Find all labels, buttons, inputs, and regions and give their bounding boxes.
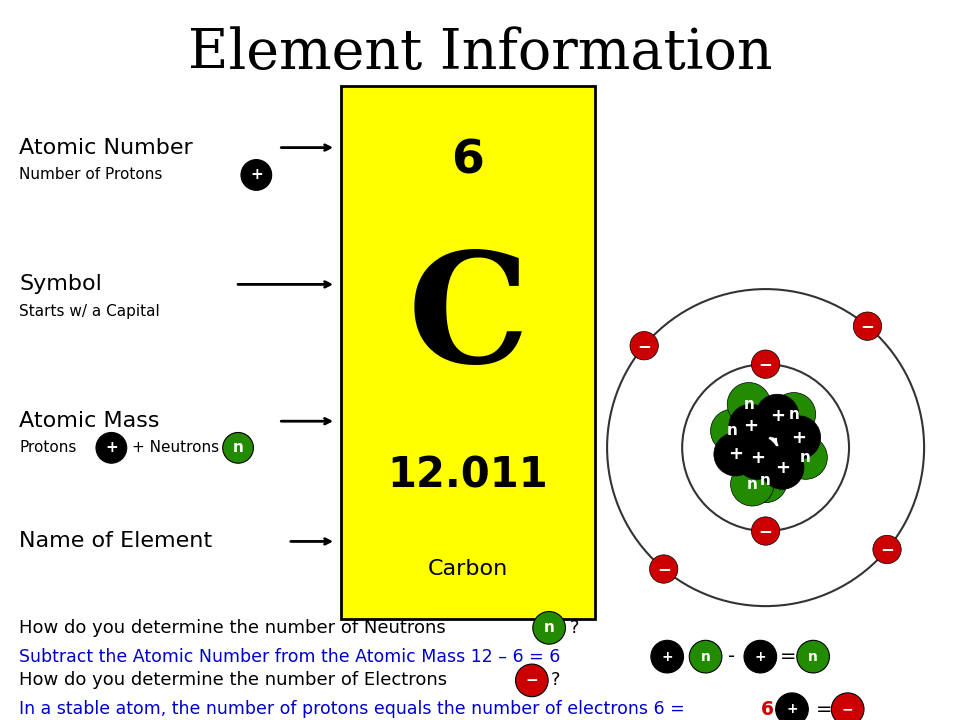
Text: −: − [880,541,894,559]
Ellipse shape [96,433,127,463]
Circle shape [650,555,678,583]
Text: How do you determine the number of Electrons: How do you determine the number of Elect… [19,671,447,690]
Ellipse shape [797,640,829,673]
Circle shape [756,395,799,438]
Circle shape [778,416,821,459]
Circle shape [744,459,787,503]
Text: 12.011: 12.011 [388,454,548,496]
Text: −: − [525,673,539,688]
Bar [341,86,595,619]
Circle shape [731,463,774,506]
Text: -: - [728,647,734,666]
Text: n: n [543,621,555,635]
Text: −: − [657,560,671,578]
Text: Element Information: Element Information [188,27,772,81]
Circle shape [752,350,780,378]
Circle shape [853,312,881,341]
Ellipse shape [651,640,684,673]
Text: −: − [842,702,853,716]
Text: n: n [727,423,737,438]
Ellipse shape [776,693,808,720]
Text: +: + [786,702,798,716]
Text: +: + [775,459,790,477]
Circle shape [873,535,901,564]
Text: +: + [728,445,743,463]
Text: −: − [860,318,875,336]
Text: n: n [701,649,710,664]
Text: ?: ? [569,618,579,636]
Text: −: − [758,355,773,373]
Text: n: n [743,397,755,412]
Ellipse shape [516,664,548,697]
Text: Carbon: Carbon [428,559,508,579]
Text: n: n [232,441,244,455]
Text: In a stable atom, the number of protons equals the number of electrons 6 =: In a stable atom, the number of protons … [19,700,690,719]
Circle shape [760,446,804,490]
Text: Name of Element: Name of Element [19,531,212,552]
Text: −: − [758,522,773,540]
Circle shape [784,436,828,480]
Text: =: = [780,647,796,666]
Ellipse shape [223,433,253,463]
Text: +: + [750,449,765,467]
Text: C: C [407,246,529,395]
Text: 6: 6 [451,138,485,184]
Text: n: n [788,407,800,422]
Circle shape [735,436,779,480]
Text: +: + [755,649,766,664]
Text: Atomic Number: Atomic Number [19,138,193,158]
Text: 6: 6 [761,700,775,719]
Ellipse shape [744,640,777,673]
Text: +: + [661,649,673,664]
Text: + Neutrons: + Neutrons [132,441,219,455]
Text: Number of Protons: Number of Protons [19,168,162,182]
Text: Atomic Mass: Atomic Mass [19,411,159,431]
Text: +: + [105,441,118,455]
Text: Subtract the Atomic Number from the Atomic Mass 12 – 6 = 6: Subtract the Atomic Number from the Atom… [19,648,561,665]
Text: n: n [747,477,757,492]
Text: Starts w/ a Capital: Starts w/ a Capital [19,305,160,319]
Text: −: − [637,337,651,355]
Circle shape [772,392,816,436]
Text: +: + [250,168,263,182]
Circle shape [630,331,659,360]
Text: +: + [770,407,784,425]
Text: ?: ? [551,671,561,690]
Text: Protons: Protons [19,441,77,455]
Circle shape [714,433,757,476]
Text: Symbol: Symbol [19,274,102,294]
Text: n: n [801,450,811,465]
Text: +: + [791,428,806,446]
Text: n: n [808,649,818,664]
Circle shape [752,517,780,545]
Circle shape [710,409,754,453]
Circle shape [729,404,772,448]
Ellipse shape [241,160,272,190]
Text: =: = [816,700,832,719]
Text: n: n [760,474,771,488]
Text: +: + [743,417,758,435]
Ellipse shape [689,640,722,673]
Text: How do you determine the number of Neutrons: How do you determine the number of Neutr… [19,618,446,636]
Circle shape [728,382,771,426]
Ellipse shape [831,693,864,720]
Ellipse shape [533,611,565,644]
